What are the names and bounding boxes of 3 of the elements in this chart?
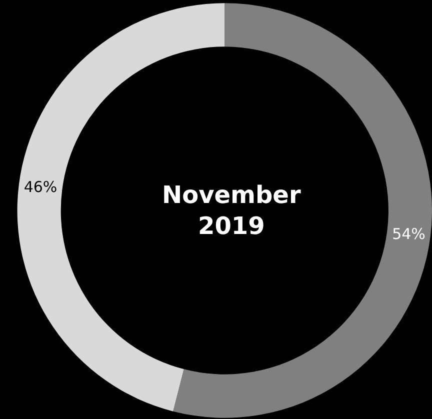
text: November 2019 [162,181,301,240]
data-label: 46% [24,178,58,196]
data-label: 54% [392,224,426,243]
